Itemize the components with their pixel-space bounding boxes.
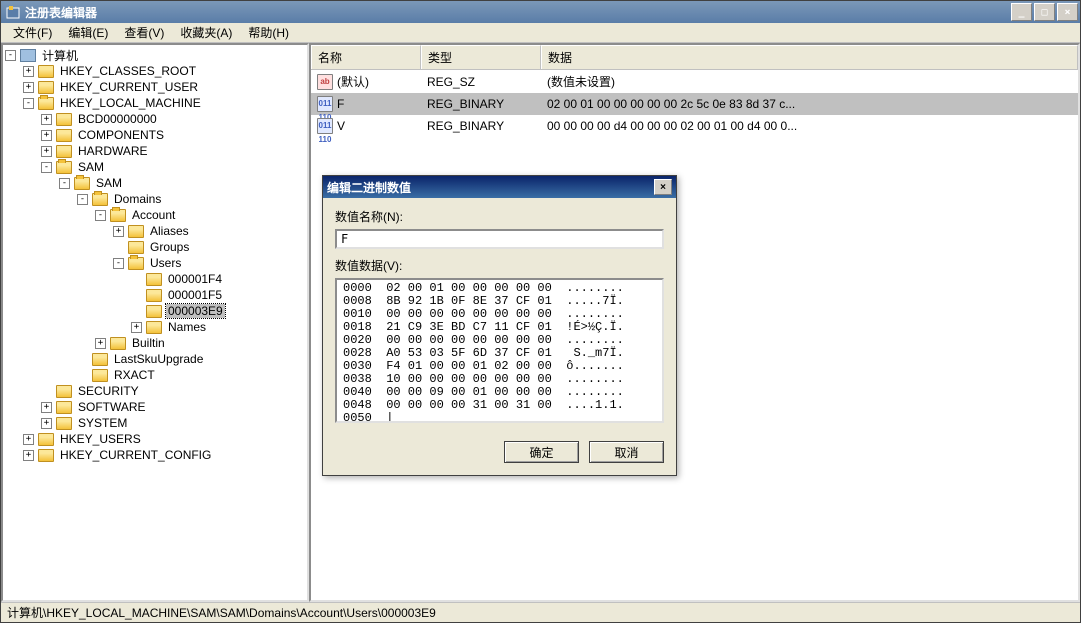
folder-icon: [110, 209, 126, 222]
value-name-label: 数值名称(N):: [335, 208, 664, 225]
value-type: REG_SZ: [421, 71, 541, 92]
dialog-title: 编辑二进制数值: [327, 179, 411, 196]
window-controls: _ □ ×: [1011, 3, 1080, 21]
tree-names[interactable]: +Names: [131, 319, 305, 335]
value-data-label: 数值数据(V):: [335, 257, 664, 274]
list-row[interactable]: ab(默认) REG_SZ (数值未设置): [311, 70, 1078, 93]
tree-bcd[interactable]: +BCD00000000: [41, 111, 305, 127]
folder-icon: [56, 113, 72, 126]
folder-icon: [56, 385, 72, 398]
dialog-titlebar[interactable]: 编辑二进制数值 ×: [323, 176, 676, 198]
tree-user-3e9[interactable]: 000003E9: [131, 303, 305, 319]
computer-icon: [20, 49, 36, 62]
app-icon: [5, 4, 21, 20]
folder-icon: [128, 241, 144, 254]
statusbar: 计算机\HKEY_LOCAL_MACHINE\SAM\SAM\Domains\A…: [1, 602, 1080, 622]
folder-icon: [56, 417, 72, 430]
folder-icon: [56, 145, 72, 158]
value-name: F: [337, 97, 344, 111]
tree-account[interactable]: -Account: [95, 207, 305, 223]
menu-help[interactable]: 帮助(H): [240, 22, 297, 43]
statusbar-path: 计算机\HKEY_LOCAL_MACHINE\SAM\SAM\Domains\A…: [7, 604, 436, 621]
tree-rxact[interactable]: RXACT: [77, 367, 305, 383]
list-header: 名称 类型 数据: [311, 45, 1078, 70]
window-title: 注册表编辑器: [25, 4, 97, 21]
tree-pane[interactable]: -计算机 +HKEY_CLASSES_ROOT +HKEY_CURRENT_US…: [1, 43, 309, 602]
value-data: 00 00 00 00 d4 00 00 00 02 00 01 00 d4 0…: [541, 116, 1078, 136]
tree-system[interactable]: +SYSTEM: [41, 415, 305, 431]
folder-icon: [128, 257, 144, 270]
tree-computer[interactable]: -计算机: [5, 47, 305, 63]
hex-editor[interactable]: 0000 02 00 01 00 00 00 00 00 ........ 00…: [335, 278, 664, 423]
tree-lastsku[interactable]: LastSkuUpgrade: [77, 351, 305, 367]
tree-sam1[interactable]: -SAM: [41, 159, 305, 175]
folder-icon: [110, 337, 126, 350]
titlebar[interactable]: 注册表编辑器 _ □ ×: [1, 1, 1080, 23]
tree-security[interactable]: SECURITY: [41, 383, 305, 399]
folder-icon: [38, 433, 54, 446]
binary-icon: 011 110: [317, 118, 333, 134]
folder-icon: [56, 161, 72, 174]
tree-user-1f5[interactable]: 000001F5: [131, 287, 305, 303]
tree-hkcr[interactable]: +HKEY_CLASSES_ROOT: [23, 63, 305, 79]
tree-builtin[interactable]: +Builtin: [95, 335, 305, 351]
edit-binary-dialog: 编辑二进制数值 × 数值名称(N): 数值数据(V): 0000 02 00 0…: [322, 175, 677, 476]
value-data: (数值未设置): [541, 71, 1078, 92]
dialog-body: 数值名称(N): 数值数据(V): 0000 02 00 01 00 00 00…: [323, 198, 676, 433]
value-name: (默认): [337, 73, 369, 90]
tree-components[interactable]: +COMPONENTS: [41, 127, 305, 143]
tree-groups[interactable]: Groups: [113, 239, 305, 255]
folder-icon: [92, 353, 108, 366]
folder-icon: [146, 305, 162, 318]
folder-icon: [74, 177, 90, 190]
folder-icon: [38, 97, 54, 110]
value-name: V: [337, 119, 345, 133]
tree-hardware[interactable]: +HARDWARE: [41, 143, 305, 159]
folder-icon: [146, 289, 162, 302]
cancel-button[interactable]: 取消: [589, 441, 664, 463]
dialog-buttons: 确定 取消: [323, 433, 676, 475]
folder-icon: [128, 225, 144, 238]
list-row[interactable]: 011 110 V REG_BINARY 00 00 00 00 d4 00 00…: [311, 115, 1078, 137]
maximize-button[interactable]: □: [1034, 3, 1055, 21]
value-type: REG_BINARY: [421, 116, 541, 136]
list-row[interactable]: 011 110 F REG_BINARY 02 00 01 00 00 00 00…: [311, 93, 1078, 115]
value-name-input[interactable]: [335, 229, 664, 249]
menu-edit[interactable]: 编辑(E): [60, 22, 116, 43]
tree-hkcc[interactable]: +HKEY_CURRENT_CONFIG: [23, 447, 305, 463]
tree-user-1f4[interactable]: 000001F4: [131, 271, 305, 287]
value-type: REG_BINARY: [421, 94, 541, 114]
folder-icon: [38, 449, 54, 462]
folder-icon: [38, 65, 54, 78]
tree-software[interactable]: +SOFTWARE: [41, 399, 305, 415]
folder-icon: [146, 321, 162, 334]
string-icon: ab: [317, 74, 333, 90]
folder-icon: [146, 273, 162, 286]
minimize-button[interactable]: _: [1011, 3, 1032, 21]
menubar: 文件(F) 编辑(E) 查看(V) 收藏夹(A) 帮助(H): [1, 23, 1080, 43]
menu-file[interactable]: 文件(F): [5, 22, 60, 43]
folder-icon: [56, 401, 72, 414]
close-button[interactable]: ×: [1057, 3, 1078, 21]
binary-icon: 011 110: [317, 96, 333, 112]
col-data[interactable]: 数据: [541, 45, 1078, 69]
ok-button[interactable]: 确定: [504, 441, 579, 463]
tree-users[interactable]: -Users: [113, 255, 305, 271]
folder-icon: [38, 81, 54, 94]
col-type[interactable]: 类型: [421, 45, 541, 69]
folder-icon: [92, 369, 108, 382]
tree-sam2[interactable]: -SAM: [59, 175, 305, 191]
tree-aliases[interactable]: +Aliases: [113, 223, 305, 239]
tree-hkcu[interactable]: +HKEY_CURRENT_USER: [23, 79, 305, 95]
folder-icon: [56, 129, 72, 142]
col-name[interactable]: 名称: [311, 45, 421, 69]
tree-hku[interactable]: +HKEY_USERS: [23, 431, 305, 447]
menu-view[interactable]: 查看(V): [116, 22, 172, 43]
tree-domains[interactable]: -Domains: [77, 191, 305, 207]
folder-icon: [92, 193, 108, 206]
value-data: 02 00 01 00 00 00 00 00 2c 5c 0e 83 8d 3…: [541, 94, 1078, 114]
dialog-close-button[interactable]: ×: [654, 179, 672, 195]
tree-hklm[interactable]: -HKEY_LOCAL_MACHINE: [23, 95, 305, 111]
menu-favorites[interactable]: 收藏夹(A): [172, 22, 240, 43]
